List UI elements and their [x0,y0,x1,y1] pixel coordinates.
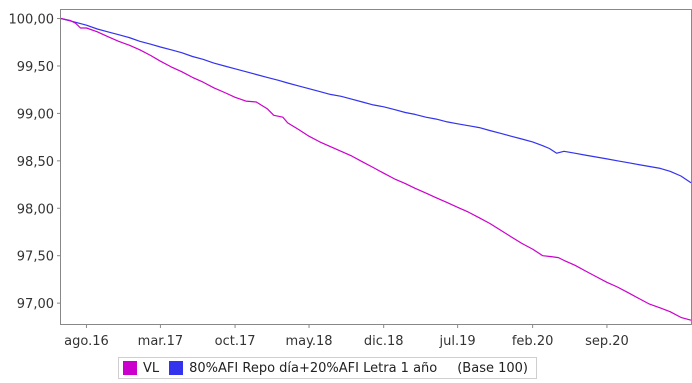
legend-label-benchmark: 80%AFI Repo día+20%AFI Letra 1 año [189,360,438,376]
series-line-benchmark [60,17,692,184]
legend-swatch-benchmark [169,361,184,375]
legend-item-vl: VL [123,361,159,376]
x-tick-label: ago.16 [64,334,109,349]
x-tick-label: sep.20 [585,334,629,349]
y-tick-label: 98,00 [17,202,54,217]
y-axis: 100,00 99,50 99,00 98,50 98,00 97,50 97,00 [9,13,61,312]
chart-legend: VL 80%AFI Repo día+20%AFI Letra 1 año (B… [118,357,537,379]
x-axis: ago.16 mar.17 oct.17 may.18 dic.18 jul.19 feb.… [64,324,629,349]
x-tick-label: jul.19 [439,334,476,349]
y-tick-label: 99,50 [17,60,54,75]
y-tick-label: 100,00 [9,13,55,28]
legend-base-note: (Base 100) [457,360,528,376]
x-tick-label: feb.20 [512,334,554,349]
legend-label-vl: VL [143,360,160,376]
y-tick-label: 97,00 [17,297,54,312]
legend-swatch-vl [123,361,137,375]
y-tick-label: 98,50 [17,155,54,170]
x-tick-label: oct.17 [215,334,256,349]
series-lines [60,17,692,321]
x-tick-label: may.18 [285,334,332,349]
x-tick-label: mar.17 [138,334,183,349]
y-tick-label: 99,00 [17,107,54,122]
series-line-vl [60,17,692,321]
legend-item-benchmark: 80%AFI Repo día+20%AFI Letra 1 año [169,361,437,376]
x-tick-label: dic.18 [364,334,404,349]
y-tick-label: 97,50 [17,250,54,265]
